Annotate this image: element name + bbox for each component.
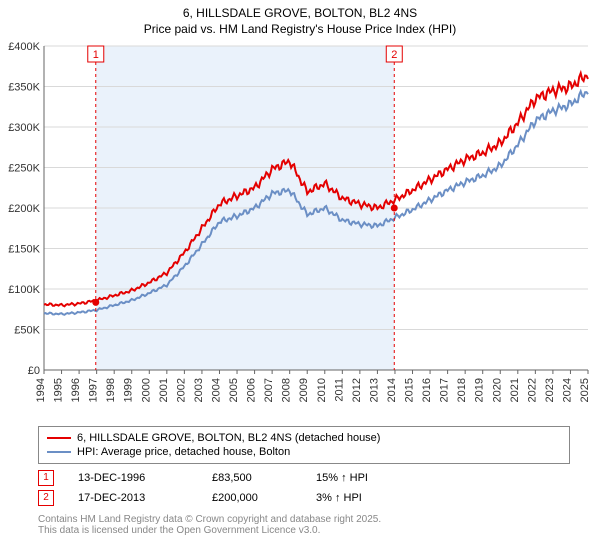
- svg-text:£300K: £300K: [8, 122, 40, 134]
- svg-text:2001: 2001: [158, 378, 170, 402]
- svg-text:£250K: £250K: [8, 163, 40, 175]
- footer-licence: This data is licensed under the Open Gov…: [38, 525, 570, 536]
- chart-title-line1: 6, HILLSDALE GROVE, BOLTON, BL2 4NS: [0, 0, 600, 22]
- chart-area: £0 £50K £100K £150K £200K £250K £300K £350K £400…: [0, 40, 600, 420]
- sale-row-2: 2 17-DEC-2013 £200,000 3% ↑ HPI: [38, 488, 570, 508]
- svg-text:2023: 2023: [544, 378, 556, 402]
- sale-1-hpi: 15% ↑ HPI: [316, 472, 396, 484]
- legend-swatch-property: [47, 437, 71, 439]
- svg-text:2007: 2007: [263, 378, 275, 402]
- svg-text:2024: 2024: [561, 378, 573, 402]
- svg-text:2022: 2022: [526, 378, 538, 402]
- sale-2-price: £200,000: [212, 492, 292, 504]
- footer: Contains HM Land Registry data © Crown c…: [38, 514, 570, 536]
- svg-text:2011: 2011: [333, 378, 345, 402]
- svg-text:2002: 2002: [175, 378, 187, 402]
- sale-1-date: 13-DEC-1996: [78, 472, 188, 484]
- legend-row-property: 6, HILLSDALE GROVE, BOLTON, BL2 4NS (det…: [47, 431, 561, 445]
- svg-text:2009: 2009: [298, 378, 310, 402]
- svg-text:2015: 2015: [404, 378, 416, 402]
- svg-text:2004: 2004: [210, 378, 222, 402]
- svg-text:2019: 2019: [474, 378, 486, 402]
- sales-table: 1 13-DEC-1996 £83,500 15% ↑ HPI 2 17-DEC…: [38, 468, 570, 508]
- svg-text:2003: 2003: [193, 378, 205, 402]
- svg-text:2020: 2020: [491, 378, 503, 402]
- line-chart-svg: £0 £50K £100K £150K £200K £250K £300K £350K £400…: [0, 40, 600, 420]
- svg-text:2: 2: [391, 49, 397, 61]
- svg-text:2010: 2010: [316, 378, 328, 402]
- svg-text:2018: 2018: [456, 378, 468, 402]
- svg-text:£200K: £200K: [8, 203, 40, 215]
- svg-text:2008: 2008: [281, 378, 293, 402]
- legend: 6, HILLSDALE GROVE, BOLTON, BL2 4NS (det…: [38, 426, 570, 464]
- svg-text:1997: 1997: [88, 378, 100, 402]
- legend-swatch-hpi: [47, 451, 71, 453]
- svg-text:2017: 2017: [439, 378, 451, 402]
- legend-label-property: 6, HILLSDALE GROVE, BOLTON, BL2 4NS (det…: [77, 432, 380, 444]
- svg-text:2014: 2014: [386, 378, 398, 402]
- svg-text:£100K: £100K: [8, 284, 40, 296]
- svg-text:2021: 2021: [509, 378, 521, 402]
- svg-text:1999: 1999: [123, 378, 135, 402]
- svg-text:1: 1: [93, 49, 99, 61]
- svg-text:1995: 1995: [53, 378, 65, 402]
- sale-marker-2-icon: 2: [38, 490, 54, 506]
- sale-1-price: £83,500: [212, 472, 292, 484]
- svg-text:2000: 2000: [140, 378, 152, 402]
- svg-text:1996: 1996: [70, 378, 82, 402]
- sale-2-hpi: 3% ↑ HPI: [316, 492, 396, 504]
- svg-text:£400K: £400K: [8, 41, 40, 53]
- svg-text:£0: £0: [28, 365, 40, 377]
- chart-title-line2: Price paid vs. HM Land Registry's House …: [0, 22, 600, 40]
- sale-2-date: 17-DEC-2013: [78, 492, 188, 504]
- legend-row-hpi: HPI: Average price, detached house, Bolt…: [47, 445, 561, 459]
- footer-copyright: Contains HM Land Registry data © Crown c…: [38, 514, 570, 525]
- svg-text:2005: 2005: [228, 378, 240, 402]
- svg-text:£150K: £150K: [8, 244, 40, 256]
- svg-text:2012: 2012: [351, 378, 363, 402]
- svg-text:2016: 2016: [421, 378, 433, 402]
- sale-row-1: 1 13-DEC-1996 £83,500 15% ↑ HPI: [38, 468, 570, 488]
- legend-label-hpi: HPI: Average price, detached house, Bolt…: [77, 446, 290, 458]
- svg-text:2013: 2013: [368, 378, 380, 402]
- svg-text:1994: 1994: [35, 378, 47, 402]
- svg-text:1998: 1998: [105, 378, 117, 402]
- sale-marker-1-icon: 1: [38, 470, 54, 486]
- svg-text:£50K: £50K: [14, 325, 40, 337]
- svg-text:2025: 2025: [579, 378, 591, 402]
- svg-text:£350K: £350K: [8, 82, 40, 94]
- svg-text:2006: 2006: [246, 378, 258, 402]
